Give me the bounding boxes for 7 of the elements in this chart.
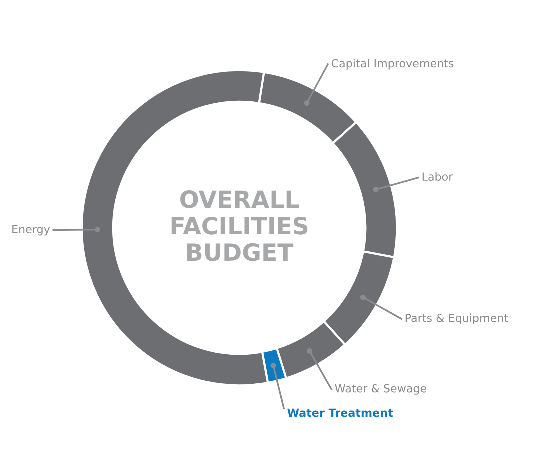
text: OVERALL FACILITIES BUDGET <box>172 190 308 262</box>
slice-label: Water & Sewage <box>335 384 426 395</box>
slice-label: Energy <box>12 225 50 236</box>
slice-label: Capital Improvements <box>332 59 454 70</box>
slice-label: Water Treatment <box>288 408 394 418</box>
slice-label: Parts & Equipment <box>406 314 508 325</box>
slice-label: Labor <box>422 172 454 182</box>
